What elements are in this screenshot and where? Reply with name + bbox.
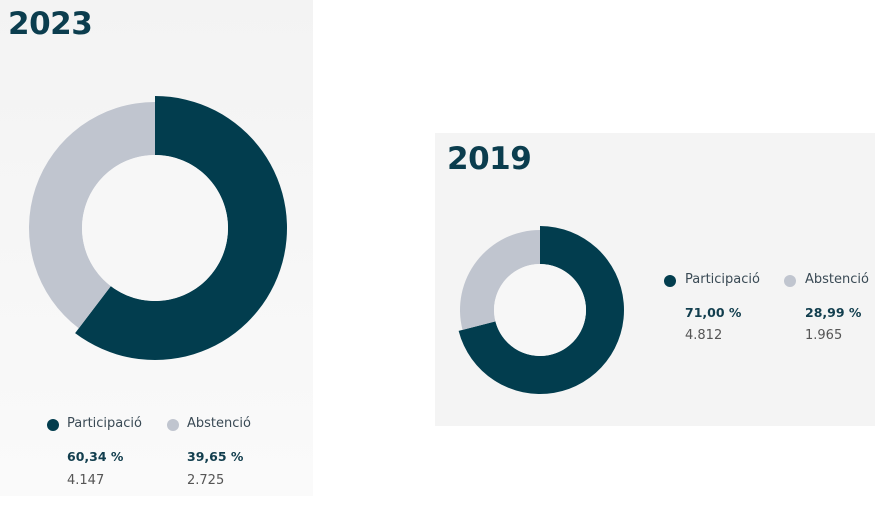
legend-dot-participacio xyxy=(47,419,59,431)
chart-panel-2023: 2023 Participació Abstenció 60,34 % 39,6… xyxy=(0,0,313,496)
abstencio-count: 2.725 xyxy=(187,473,225,488)
legend-label-abstencio[interactable]: Abstenció xyxy=(187,416,251,431)
donut-slice-abstencio[interactable] xyxy=(29,102,155,329)
donut-slice-participacio[interactable] xyxy=(458,226,624,395)
abstencio-count: 1.965 xyxy=(805,328,843,343)
chart-title: 2023 xyxy=(8,6,93,42)
donut-slice-abstencio[interactable] xyxy=(460,230,540,330)
legend-dot-participacio xyxy=(664,275,676,287)
participacio-count: 4.812 xyxy=(685,328,723,343)
abstencio-percent: 39,65 % xyxy=(187,449,244,464)
participacio-percent: 71,00 % xyxy=(685,305,742,320)
donut-slice-participacio[interactable] xyxy=(75,96,288,360)
chart-title: 2019 xyxy=(447,141,532,177)
donut-chart xyxy=(458,226,624,395)
legend-dot-abstencio xyxy=(784,275,796,287)
legend-dot-abstencio xyxy=(167,419,179,431)
donut-hole xyxy=(494,264,586,356)
participacio-count: 4.147 xyxy=(67,473,105,488)
legend-label-participacio[interactable]: Participació xyxy=(67,416,142,431)
abstencio-percent: 28,99 % xyxy=(805,305,862,320)
legend-label-participacio[interactable]: Participació xyxy=(685,272,760,287)
donut-chart xyxy=(29,96,288,360)
donut-hole xyxy=(82,155,228,301)
participacio-percent: 60,34 % xyxy=(67,449,124,464)
legend-label-abstencio[interactable]: Abstenció xyxy=(805,272,869,287)
chart-panel-2019: 2019 Participació Abstenció 71,00 % 28,9… xyxy=(435,133,875,426)
